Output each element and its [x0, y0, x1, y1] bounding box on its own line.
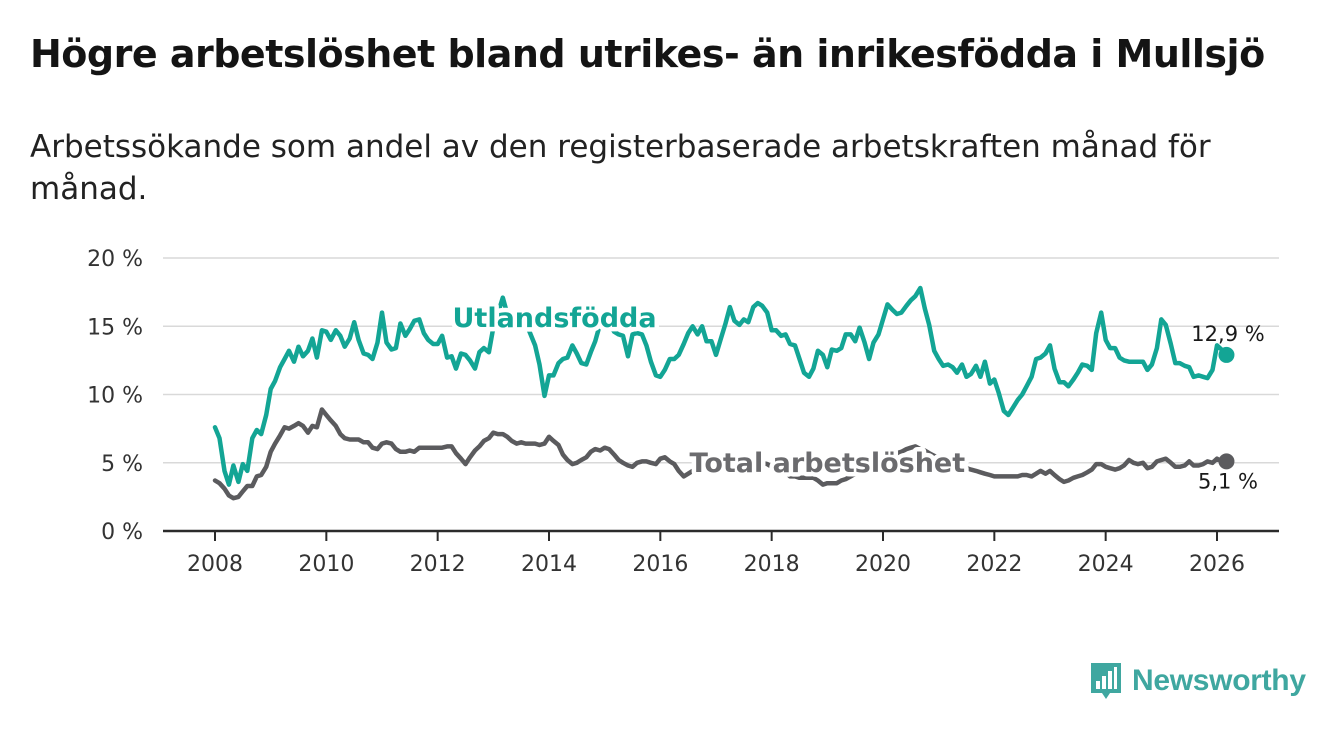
x-tick-label: 2016 [632, 552, 688, 577]
chart-title: Högre arbetslöshet bland utrikes- än inr… [30, 32, 1265, 76]
y-tick-label: 0 % [101, 520, 143, 545]
x-tick-label: 2014 [521, 552, 577, 577]
x-tick-label: 2012 [410, 552, 466, 577]
line-chart: 0 % 5 % 10 % 15 % 20 % 2008 2010 2012 2014 2016 20… [87, 247, 1279, 577]
chart-subtitle: Arbetssökande som andel av den registerb… [30, 129, 1211, 207]
grid [163, 257, 1279, 464]
series [212, 285, 1235, 501]
series-line-utlandsfodda [212, 285, 1229, 487]
series-label-total: Total arbetslöshet [690, 448, 966, 479]
series-end-point [1218, 346, 1235, 363]
x-tick-label: 2018 [744, 552, 800, 577]
x-tick-label: 2022 [966, 552, 1022, 577]
series-label-utlandsfodda: Utlandsfödda [453, 303, 657, 334]
y-tick-label: 20 % [87, 247, 143, 272]
y-tick-label: 15 % [87, 315, 143, 340]
y-tick-label: 10 % [87, 384, 143, 409]
y-tick-label: 5 % [101, 452, 143, 477]
x-tick-label: 2024 [1078, 552, 1134, 577]
x-tick-label: 2020 [855, 552, 911, 577]
newsworthy-logo: Newsworthy [1088, 660, 1306, 702]
x-tick-label: 2026 [1189, 552, 1245, 577]
axes: 0 % 5 % 10 % 15 % 20 % 2008 2010 2012 2014 2016 20… [87, 247, 1279, 577]
bar-chart-icon [1091, 663, 1121, 699]
x-tick-label: 2010 [298, 552, 354, 577]
labels: 12,9 % 5,1 % Utlandsfödda Total arbetslöshe… [448, 299, 1265, 494]
end-label-utlandsfodda: 12,9 % [1191, 322, 1264, 346]
series-line-total [212, 407, 1229, 501]
series-end-point [1218, 453, 1235, 470]
end-label-total: 5,1 % [1198, 469, 1258, 493]
brand-name: Newsworthy [1132, 664, 1306, 697]
x-tick-label: 2008 [187, 552, 243, 577]
